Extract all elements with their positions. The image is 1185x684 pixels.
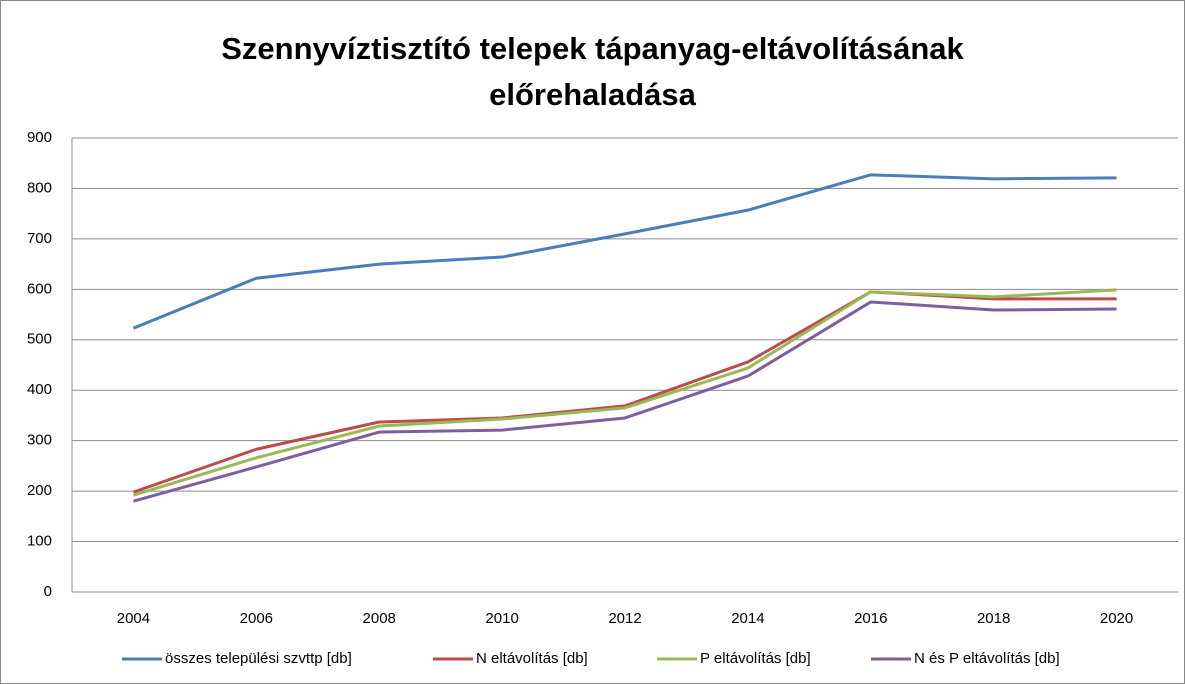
y-tick-label: 300 (27, 432, 52, 449)
chart-title-box: Szennyvíztisztító telepek tápanyag-eltáv… (0, 26, 1185, 118)
legend-label: N eltávolítás [db] (476, 650, 588, 667)
legend-label: P eltávolítás [db] (700, 650, 811, 667)
x-tick-label: 2016 (854, 610, 887, 627)
x-tick-label: 2012 (608, 610, 641, 627)
x-tick-label: 2006 (240, 610, 273, 627)
data-line (133, 288, 1117, 497)
x-tick-label: 2014 (731, 610, 764, 627)
data-line (132, 173, 1117, 330)
legend-label: N és P eltávolítás [db] (914, 650, 1060, 667)
y-tick-label: 100 (27, 533, 52, 550)
y-tick-label: 900 (27, 129, 52, 146)
x-tick-label: 2008 (363, 610, 396, 627)
x-tick-label: 2010 (485, 610, 518, 627)
y-tick-label: 600 (27, 280, 52, 297)
y-tick-label: 400 (27, 381, 52, 398)
y-tick-label: 500 (27, 331, 52, 348)
x-tick-label: 2018 (977, 610, 1010, 627)
data-line (133, 300, 1117, 503)
x-tick-label: 2020 (1100, 610, 1133, 627)
legend-label: összes települési szvttp [db] (165, 650, 352, 667)
y-tick-label: 700 (27, 230, 52, 247)
chart-title: Szennyvíztisztító telepek tápanyag-eltáv… (221, 31, 964, 112)
x-tick-label: 2004 (117, 610, 150, 627)
y-tick-label: 800 (27, 179, 52, 196)
y-tick-label: 0 (44, 583, 52, 600)
y-tick-label: 200 (27, 482, 52, 499)
